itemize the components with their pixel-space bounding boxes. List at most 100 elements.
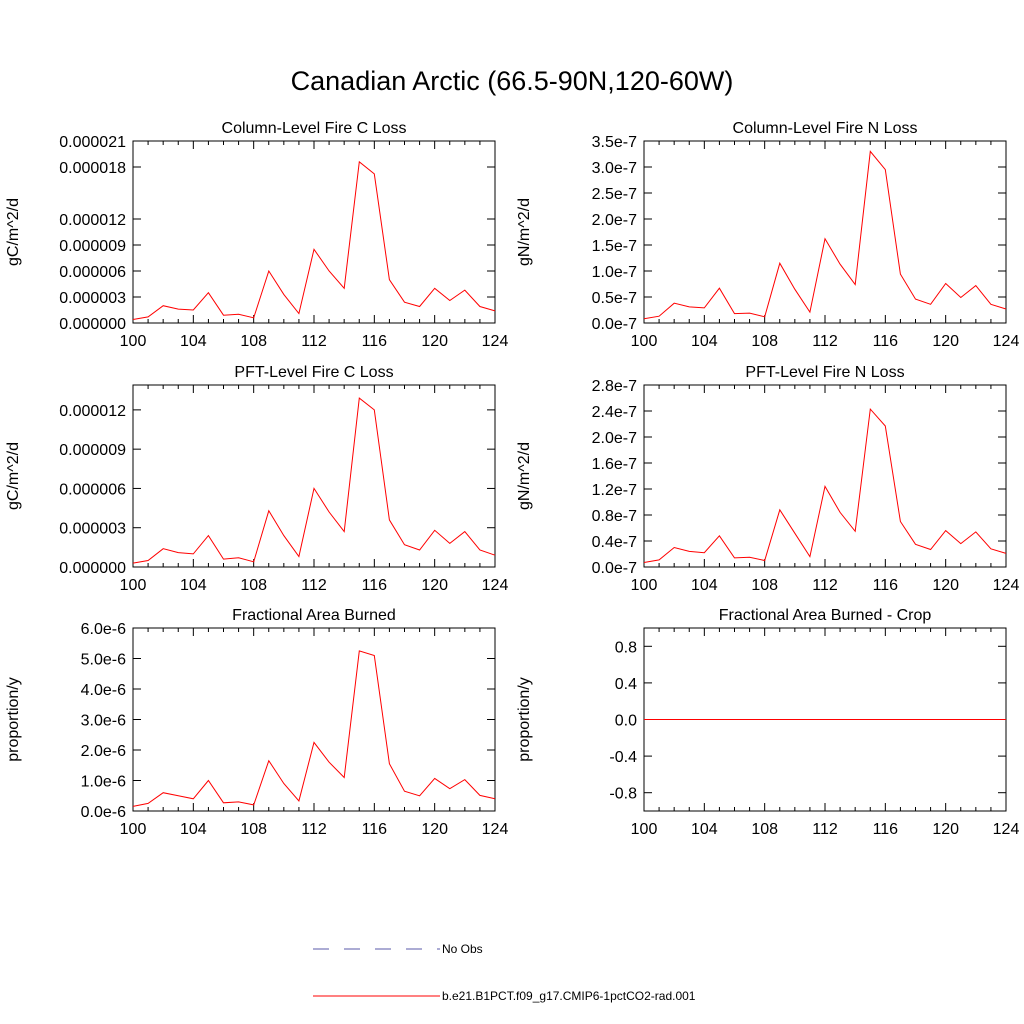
y-axis-label: gC/m^2/d [5, 442, 22, 510]
y-tick-label: 0.0e-7 [592, 560, 637, 577]
x-tick-label: 108 [751, 333, 778, 350]
plot-frame [643, 384, 1007, 568]
y-tick-label: 0.000009 [59, 442, 126, 459]
plot-frame [132, 384, 496, 568]
legend [313, 948, 440, 997]
x-tick-label: 104 [691, 333, 718, 350]
y-tick-label: 0.000003 [59, 290, 126, 307]
x-tick-label: 108 [751, 577, 778, 594]
x-tick-label: 100 [120, 333, 147, 350]
y-tick-label: 1.0e-6 [81, 774, 126, 791]
y-tick-label: 0.5e-7 [592, 290, 637, 307]
x-tick-label: 108 [240, 821, 267, 838]
legend-label-no-obs: No Obs [442, 942, 483, 956]
y-tick-label: -0.4 [609, 749, 637, 766]
x-tick-label: 124 [993, 821, 1020, 838]
y-tick-label: 3.5e-7 [592, 134, 637, 151]
x-tick-label: 104 [691, 821, 718, 838]
x-tick-label: 100 [120, 577, 147, 594]
y-tick-label: -0.8 [609, 786, 637, 803]
plot-frame [132, 627, 496, 812]
x-tick-label: 120 [932, 821, 959, 838]
legend-label-run: b.e21.B1PCT.f09_g17.CMIP6-1pctCO2-rad.00… [442, 989, 696, 1003]
panel-title: Column-Level Fire N Loss [733, 120, 918, 137]
x-tick-label: 120 [421, 333, 448, 350]
y-tick-label: 0.4 [615, 676, 637, 693]
x-tick-label: 100 [631, 333, 658, 350]
y-tick-label: 1.5e-7 [592, 238, 637, 255]
x-tick-label: 100 [631, 821, 658, 838]
x-tick-label: 116 [873, 821, 899, 838]
y-axis-label: gN/m^2/d [516, 442, 533, 510]
x-tick-label: 116 [362, 333, 388, 350]
x-tick-label: 112 [812, 333, 838, 350]
x-tick-label: 108 [240, 577, 267, 594]
x-tick-label: 104 [180, 821, 207, 838]
x-tick-label: 124 [993, 577, 1020, 594]
x-tick-label: 120 [932, 333, 959, 350]
series-line [643, 150, 1007, 320]
panel-title: Column-Level Fire C Loss [222, 120, 407, 137]
y-tick-label: 0.0 [615, 713, 637, 730]
x-tick-label: 112 [812, 577, 838, 594]
y-tick-label: 6.0e-6 [81, 621, 126, 638]
y-tick-label: 0.000009 [59, 238, 126, 255]
panel-title: Fractional Area Burned [232, 607, 396, 624]
y-tick-label: 2.5e-7 [592, 186, 637, 203]
panel-title: PFT-Level Fire C Loss [234, 364, 393, 381]
x-tick-label: 112 [301, 333, 327, 350]
series-line [132, 160, 496, 320]
x-tick-label: 100 [120, 821, 147, 838]
y-tick-label: 0.0e-7 [592, 316, 637, 333]
y-tick-label: 0.000006 [59, 481, 126, 498]
y-tick-label: 3.0e-6 [81, 713, 126, 730]
x-tick-label: 116 [362, 821, 388, 838]
y-tick-label: 0.8 [615, 639, 637, 656]
y-tick-label: 5.0e-6 [81, 652, 126, 669]
chart-panel-5: Fractional Area Burned proportion/y 100 104… [5, 607, 508, 838]
y-tick-label: 0.000012 [59, 403, 126, 420]
y-tick-label: 0.000018 [59, 160, 126, 177]
x-tick-label: 116 [362, 577, 388, 594]
y-tick-label: 2.4e-7 [592, 404, 637, 421]
y-tick-label: 0.000003 [59, 521, 126, 538]
series-line [132, 397, 496, 564]
x-tick-label: 124 [993, 333, 1020, 350]
page-title: Canadian Arctic (66.5-90N,120-60W) [290, 66, 734, 96]
x-tick-label: 116 [873, 333, 899, 350]
panel-title: Fractional Area Burned - Crop [719, 607, 932, 624]
chart-panel-3: PFT-Level Fire C Loss gC/m^2/d 100 104 108 11… [5, 364, 508, 594]
y-axis-label: gC/m^2/d [5, 198, 22, 266]
plot-frame [132, 140, 496, 324]
x-tick-label: 124 [482, 577, 509, 594]
y-axis-label: gN/m^2/d [516, 198, 533, 266]
y-tick-label: 2.0e-7 [592, 212, 637, 229]
y-tick-label: 2.0e-6 [81, 743, 126, 760]
y-tick-label: 0.000021 [59, 134, 126, 151]
y-tick-label: 0.000006 [59, 264, 126, 281]
x-tick-label: 112 [301, 821, 327, 838]
y-tick-label: 3.0e-7 [592, 160, 637, 177]
chart-panel-1: Column-Level Fire C Loss gC/m^2/d 100 104 10… [5, 120, 508, 350]
x-tick-label: 108 [240, 333, 267, 350]
x-tick-label: 104 [691, 577, 718, 594]
y-axis-label: proportion/y [5, 677, 22, 762]
y-tick-label: 0.000000 [59, 560, 126, 577]
x-tick-label: 100 [631, 577, 658, 594]
y-tick-label: 4.0e-6 [81, 682, 126, 699]
x-tick-label: 120 [421, 821, 448, 838]
y-tick-label: 0.0e-6 [81, 804, 126, 821]
x-tick-label: 108 [751, 821, 778, 838]
panel-title: PFT-Level Fire N Loss [745, 364, 904, 381]
x-tick-label: 120 [421, 577, 448, 594]
y-tick-label: 2.8e-7 [592, 378, 637, 395]
x-tick-label: 112 [812, 821, 838, 838]
series-line [132, 650, 496, 807]
y-tick-label: 0.4e-7 [592, 534, 637, 551]
y-tick-label: 0.000012 [59, 212, 126, 229]
x-tick-label: 124 [482, 821, 509, 838]
y-tick-label: 1.6e-7 [592, 456, 637, 473]
plot-frame [643, 140, 1007, 324]
y-tick-label: 0.8e-7 [592, 508, 637, 525]
